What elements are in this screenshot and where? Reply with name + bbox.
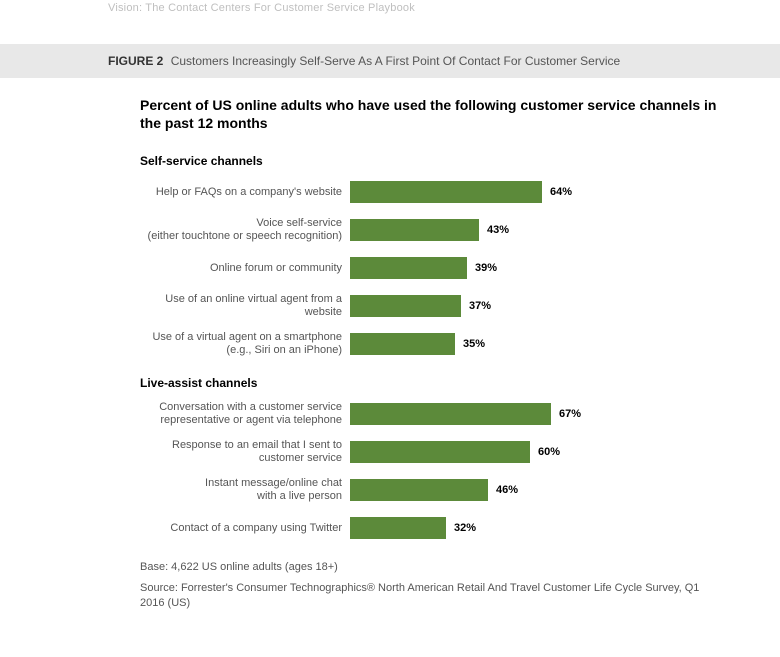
chart-section: Live-assist channels Conversation with a …	[140, 376, 720, 542]
bar-row: Voice self-service(either touchtone or s…	[140, 216, 720, 244]
bar-row: Conversation with a customer servicerepr…	[140, 400, 720, 428]
chart-sections: Self-service channels Help or FAQs on a c…	[140, 154, 720, 542]
bar-label: Use of a virtual agent on a smartphone(e…	[140, 331, 350, 359]
chart-title: Percent of US online adults who have use…	[140, 96, 720, 132]
bar-label: Response to an email that I sent tocusto…	[140, 439, 350, 467]
bar-label: Conversation with a customer servicerepr…	[140, 401, 350, 429]
section-heading: Live-assist channels	[140, 376, 720, 390]
chart-section: Self-service channels Help or FAQs on a c…	[140, 154, 720, 358]
bar-label: Use of an online virtual agent from a we…	[140, 293, 350, 321]
bar-row: Instant message/online chatwith a live p…	[140, 476, 720, 504]
bar-value: 35%	[463, 338, 485, 350]
bar-row: Use of an online virtual agent from a we…	[140, 292, 720, 320]
figure-caption: Customers Increasingly Self-Serve As A F…	[171, 54, 621, 68]
chart-area: Percent of US online adults who have use…	[0, 96, 780, 611]
bar-fill	[350, 517, 446, 539]
bar-row: Online forum or community 39%	[140, 254, 720, 282]
bar-track: 67%	[350, 403, 650, 425]
bar-value: 37%	[469, 300, 491, 312]
bar-fill	[350, 257, 467, 279]
bar-track: 46%	[350, 479, 650, 501]
bar-label: Voice self-service(either touchtone or s…	[140, 217, 350, 245]
bar-value: 64%	[550, 186, 572, 198]
bar-track: 32%	[350, 517, 650, 539]
bar-value: 46%	[496, 484, 518, 496]
bar-track: 43%	[350, 219, 650, 241]
figure-banner: FIGURE 2 Customers Increasingly Self-Ser…	[0, 44, 780, 78]
figure-label: FIGURE 2	[108, 54, 163, 68]
bar-label: Online forum or community	[140, 262, 350, 276]
bar-fill	[350, 441, 530, 463]
bar-label: Help or FAQs on a company's website	[140, 186, 350, 200]
bar-fill	[350, 403, 551, 425]
bar-fill	[350, 219, 479, 241]
bar-row: Response to an email that I sent tocusto…	[140, 438, 720, 466]
bar-track: 35%	[350, 333, 650, 355]
bar-row: Help or FAQs on a company's website 64%	[140, 178, 720, 206]
bar-value: 39%	[475, 262, 497, 274]
bar-value: 67%	[559, 408, 581, 420]
section-heading: Self-service channels	[140, 154, 720, 168]
footnote-line: Source: Forrester's Consumer Technograph…	[140, 581, 720, 611]
bar-track: 64%	[350, 181, 650, 203]
bar-label: Contact of a company using Twitter	[140, 522, 350, 536]
chart-footnotes: Base: 4,622 US online adults (ages 18+) S…	[140, 560, 720, 611]
bar-row: Use of a virtual agent on a smartphone(e…	[140, 330, 720, 358]
bar-fill	[350, 181, 542, 203]
footnote-line: Base: 4,622 US online adults (ages 18+)	[140, 560, 720, 575]
bar-track: 60%	[350, 441, 650, 463]
bar-fill	[350, 333, 455, 355]
bar-label: Instant message/online chatwith a live p…	[140, 477, 350, 505]
bar-value: 60%	[538, 446, 560, 458]
bar-value: 32%	[454, 522, 476, 534]
bar-track: 39%	[350, 257, 650, 279]
bar-value: 43%	[487, 224, 509, 236]
bar-fill	[350, 295, 461, 317]
bar-row: Contact of a company using Twitter 32%	[140, 514, 720, 542]
bar-fill	[350, 479, 488, 501]
vision-header: Vision: The Contact Centers For Customer…	[0, 0, 780, 20]
bar-track: 37%	[350, 295, 650, 317]
